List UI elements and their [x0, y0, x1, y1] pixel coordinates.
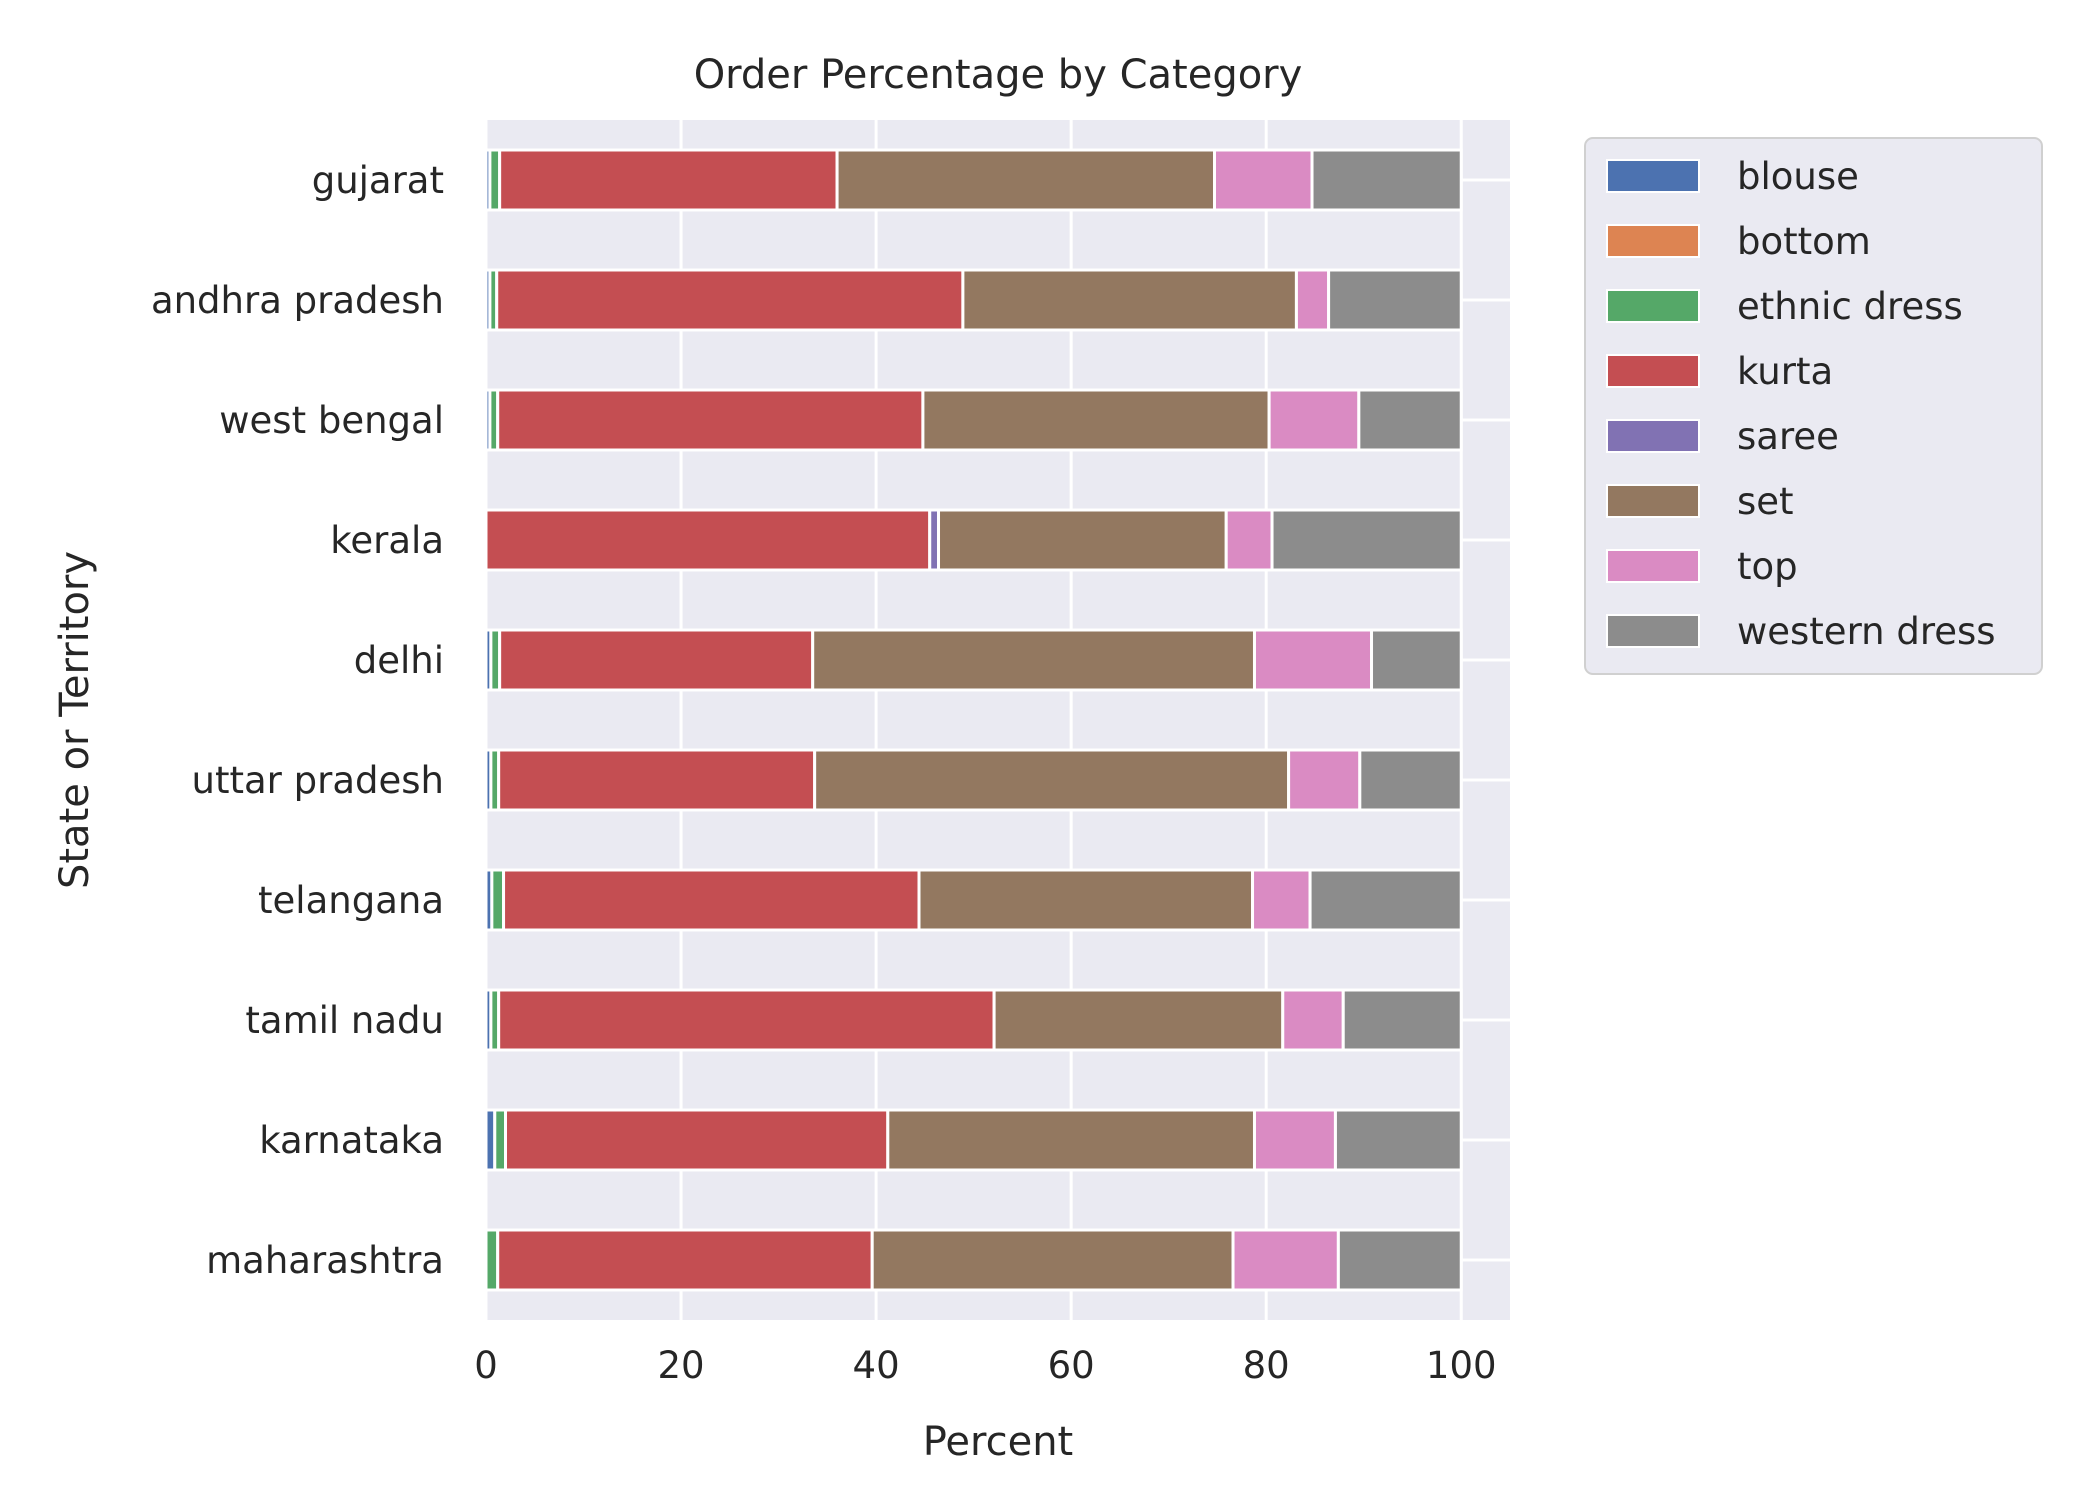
bar-segment — [497, 988, 996, 1052]
y-tick-label: maharashtra — [206, 1239, 444, 1282]
bar-segment — [498, 628, 815, 692]
legend-swatch — [1606, 419, 1700, 453]
y-tick-label: west bengal — [219, 399, 444, 442]
legend-swatch — [1606, 289, 1700, 323]
x-tick-label: 0 — [474, 1344, 498, 1387]
bar-segment — [1357, 388, 1463, 452]
bar-segment — [1308, 868, 1463, 932]
bar-segment — [496, 1228, 874, 1292]
bars — [484, 148, 1463, 1292]
y-tick-label: delhi — [354, 639, 444, 682]
bar-segment — [1370, 628, 1463, 692]
bar-segment — [813, 748, 1291, 812]
bar-segment — [1287, 748, 1362, 812]
legend-swatch — [1606, 549, 1700, 583]
y-tick-label: tamil nadu — [245, 999, 444, 1042]
bar-segment — [493, 1108, 508, 1172]
bar-segment — [886, 1108, 1256, 1172]
legend-swatch — [1606, 484, 1700, 518]
legend-label: bottom — [1737, 220, 1871, 263]
bar-segment — [502, 868, 921, 932]
legend-swatch — [1606, 354, 1700, 388]
x-tick-label: 40 — [853, 1344, 900, 1387]
x-axis-title: Percent — [923, 1419, 1074, 1465]
x-tick-label: 60 — [1048, 1344, 1095, 1387]
bar-segment — [1213, 148, 1314, 212]
bar-segment — [917, 868, 1255, 932]
legend-swatch — [1606, 614, 1700, 648]
legend-label: blouse — [1737, 155, 1859, 198]
bar-segment — [1341, 988, 1463, 1052]
bar-segment — [1310, 148, 1463, 212]
y-tick-label: gujarat — [312, 159, 444, 202]
x-tick-label: 80 — [1243, 1344, 1290, 1387]
legend-label: top — [1737, 545, 1798, 588]
bar-segment — [1336, 1228, 1463, 1292]
bar-segment — [1281, 988, 1345, 1052]
y-axis-title: State or Territory — [52, 551, 98, 889]
y-tick-label: karnataka — [259, 1119, 444, 1162]
bar-segment — [496, 388, 925, 452]
bar-segment — [497, 748, 817, 812]
bar-segment — [811, 628, 1256, 692]
legend-label: saree — [1737, 415, 1839, 458]
bar-segment — [495, 268, 965, 332]
bar-segment — [504, 1108, 890, 1172]
x-tick-labels: 0 20 40 60 80 100 — [474, 1344, 1496, 1387]
bar-segment — [1327, 268, 1463, 332]
bar-segment — [1270, 508, 1463, 572]
x-tick-label: 20 — [658, 1344, 705, 1387]
bar-segment — [1294, 268, 1331, 332]
bar-segment — [498, 148, 839, 212]
y-tick-label: andhra pradesh — [151, 279, 444, 322]
bar-segment — [484, 508, 932, 572]
bar-segment — [490, 868, 506, 932]
bar-segment — [1267, 388, 1361, 452]
chart-title: Order Percentage by Category — [694, 52, 1303, 98]
bar-segment — [1252, 1108, 1337, 1172]
legend-label: kurta — [1737, 350, 1833, 393]
legend-label: set — [1737, 480, 1794, 523]
bar-segment — [992, 988, 1285, 1052]
bar-segment — [870, 1228, 1235, 1292]
legend-items: blouse bottom ethnic dress kurta saree set top… — [1606, 155, 1996, 653]
bar-segment — [1231, 1228, 1340, 1292]
y-tick-label: uttar pradesh — [192, 759, 444, 802]
bar-segment — [1252, 628, 1374, 692]
legend-frame — [1584, 137, 2043, 675]
bar-segment — [961, 268, 1298, 332]
legend: blouse bottom ethnic dress kurta saree set top… — [1584, 137, 2043, 675]
y-tick-label: telangana — [258, 879, 444, 922]
legend-swatch — [1606, 224, 1700, 258]
bar-segment — [1358, 748, 1463, 812]
bar-segment — [1251, 868, 1312, 932]
legend-label: ethnic dress — [1737, 285, 1963, 328]
y-tick-label: kerala — [330, 519, 444, 562]
y-tick-labels: gujarat andhra pradesh west bengal kerala de… — [151, 159, 444, 1282]
bar-segment — [1224, 508, 1274, 572]
legend-swatch — [1606, 159, 1700, 193]
bar-segment — [1333, 1108, 1463, 1172]
bar-segment — [835, 148, 1217, 212]
bar-segment — [921, 388, 1271, 452]
bar-segment — [937, 508, 1228, 572]
legend-label: western dress — [1737, 610, 1996, 653]
x-tick-label: 100 — [1426, 1344, 1497, 1387]
bar-segment — [484, 1228, 500, 1292]
